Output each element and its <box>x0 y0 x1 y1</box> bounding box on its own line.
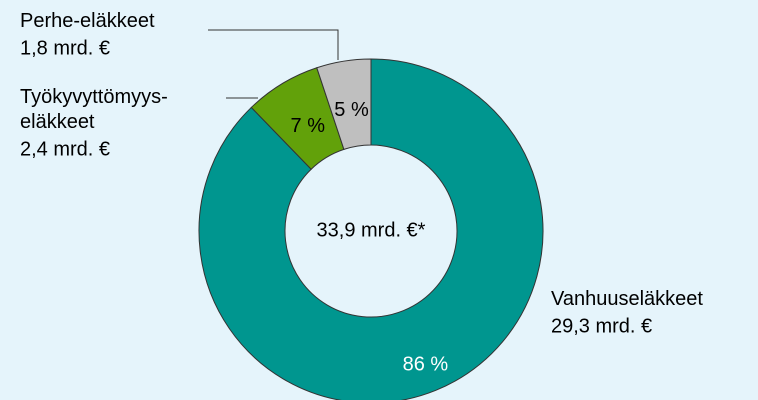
category-label: Vanhuuseläkkeet <box>551 288 703 310</box>
leader-line <box>208 29 339 60</box>
center-label: 33,9 mrd. €* <box>317 219 426 241</box>
donut-segment <box>198 58 544 400</box>
donut-segment <box>316 58 372 151</box>
value-label: 86 % <box>403 354 449 376</box>
category-label: Perhe-eläkkeet <box>20 10 155 32</box>
category-label: Työkyvyttömyys-eläkkeet <box>20 86 168 133</box>
amount-label: 1,8 mrd. € <box>20 37 110 59</box>
value-label: 5 % <box>334 99 369 121</box>
value-label: 7 % <box>291 115 326 137</box>
amount-label: 29,3 mrd. € <box>551 315 652 337</box>
amount-label: 2,4 mrd. € <box>20 138 110 160</box>
